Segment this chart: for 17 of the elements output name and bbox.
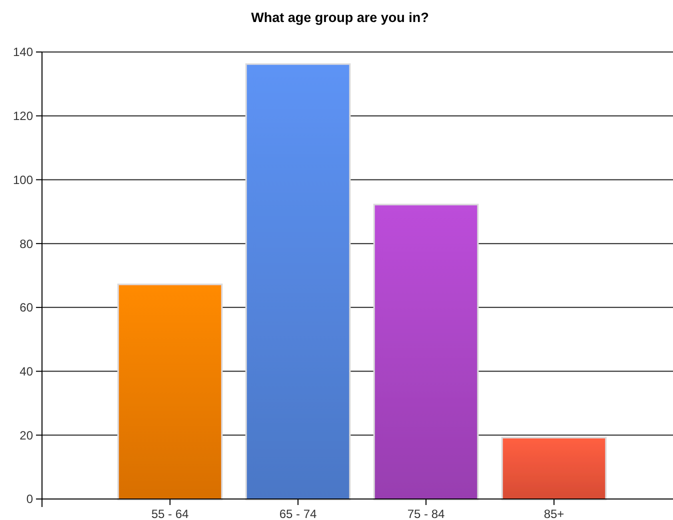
x-tick-label: 55 - 64 (151, 507, 190, 520)
bar (502, 438, 606, 499)
x-tick-label: 75 - 84 (407, 507, 446, 520)
bar (246, 64, 350, 499)
y-tick-label: 120 (12, 109, 34, 124)
y-tick-label: 80 (20, 236, 34, 251)
y-tick-label: 40 (20, 364, 34, 378)
bar (374, 205, 478, 499)
y-tick-label: 0 (26, 492, 34, 506)
y-tick-label: 100 (12, 172, 34, 187)
chart-title: What age group are you in? (251, 10, 429, 25)
x-tick-label: 65 - 74 (279, 507, 318, 520)
y-tick-label: 140 (12, 45, 34, 60)
y-tick-label: 20 (20, 428, 34, 442)
bar (118, 285, 222, 499)
y-tick-label: 60 (20, 300, 34, 315)
x-tick-label: 85+ (544, 507, 564, 520)
